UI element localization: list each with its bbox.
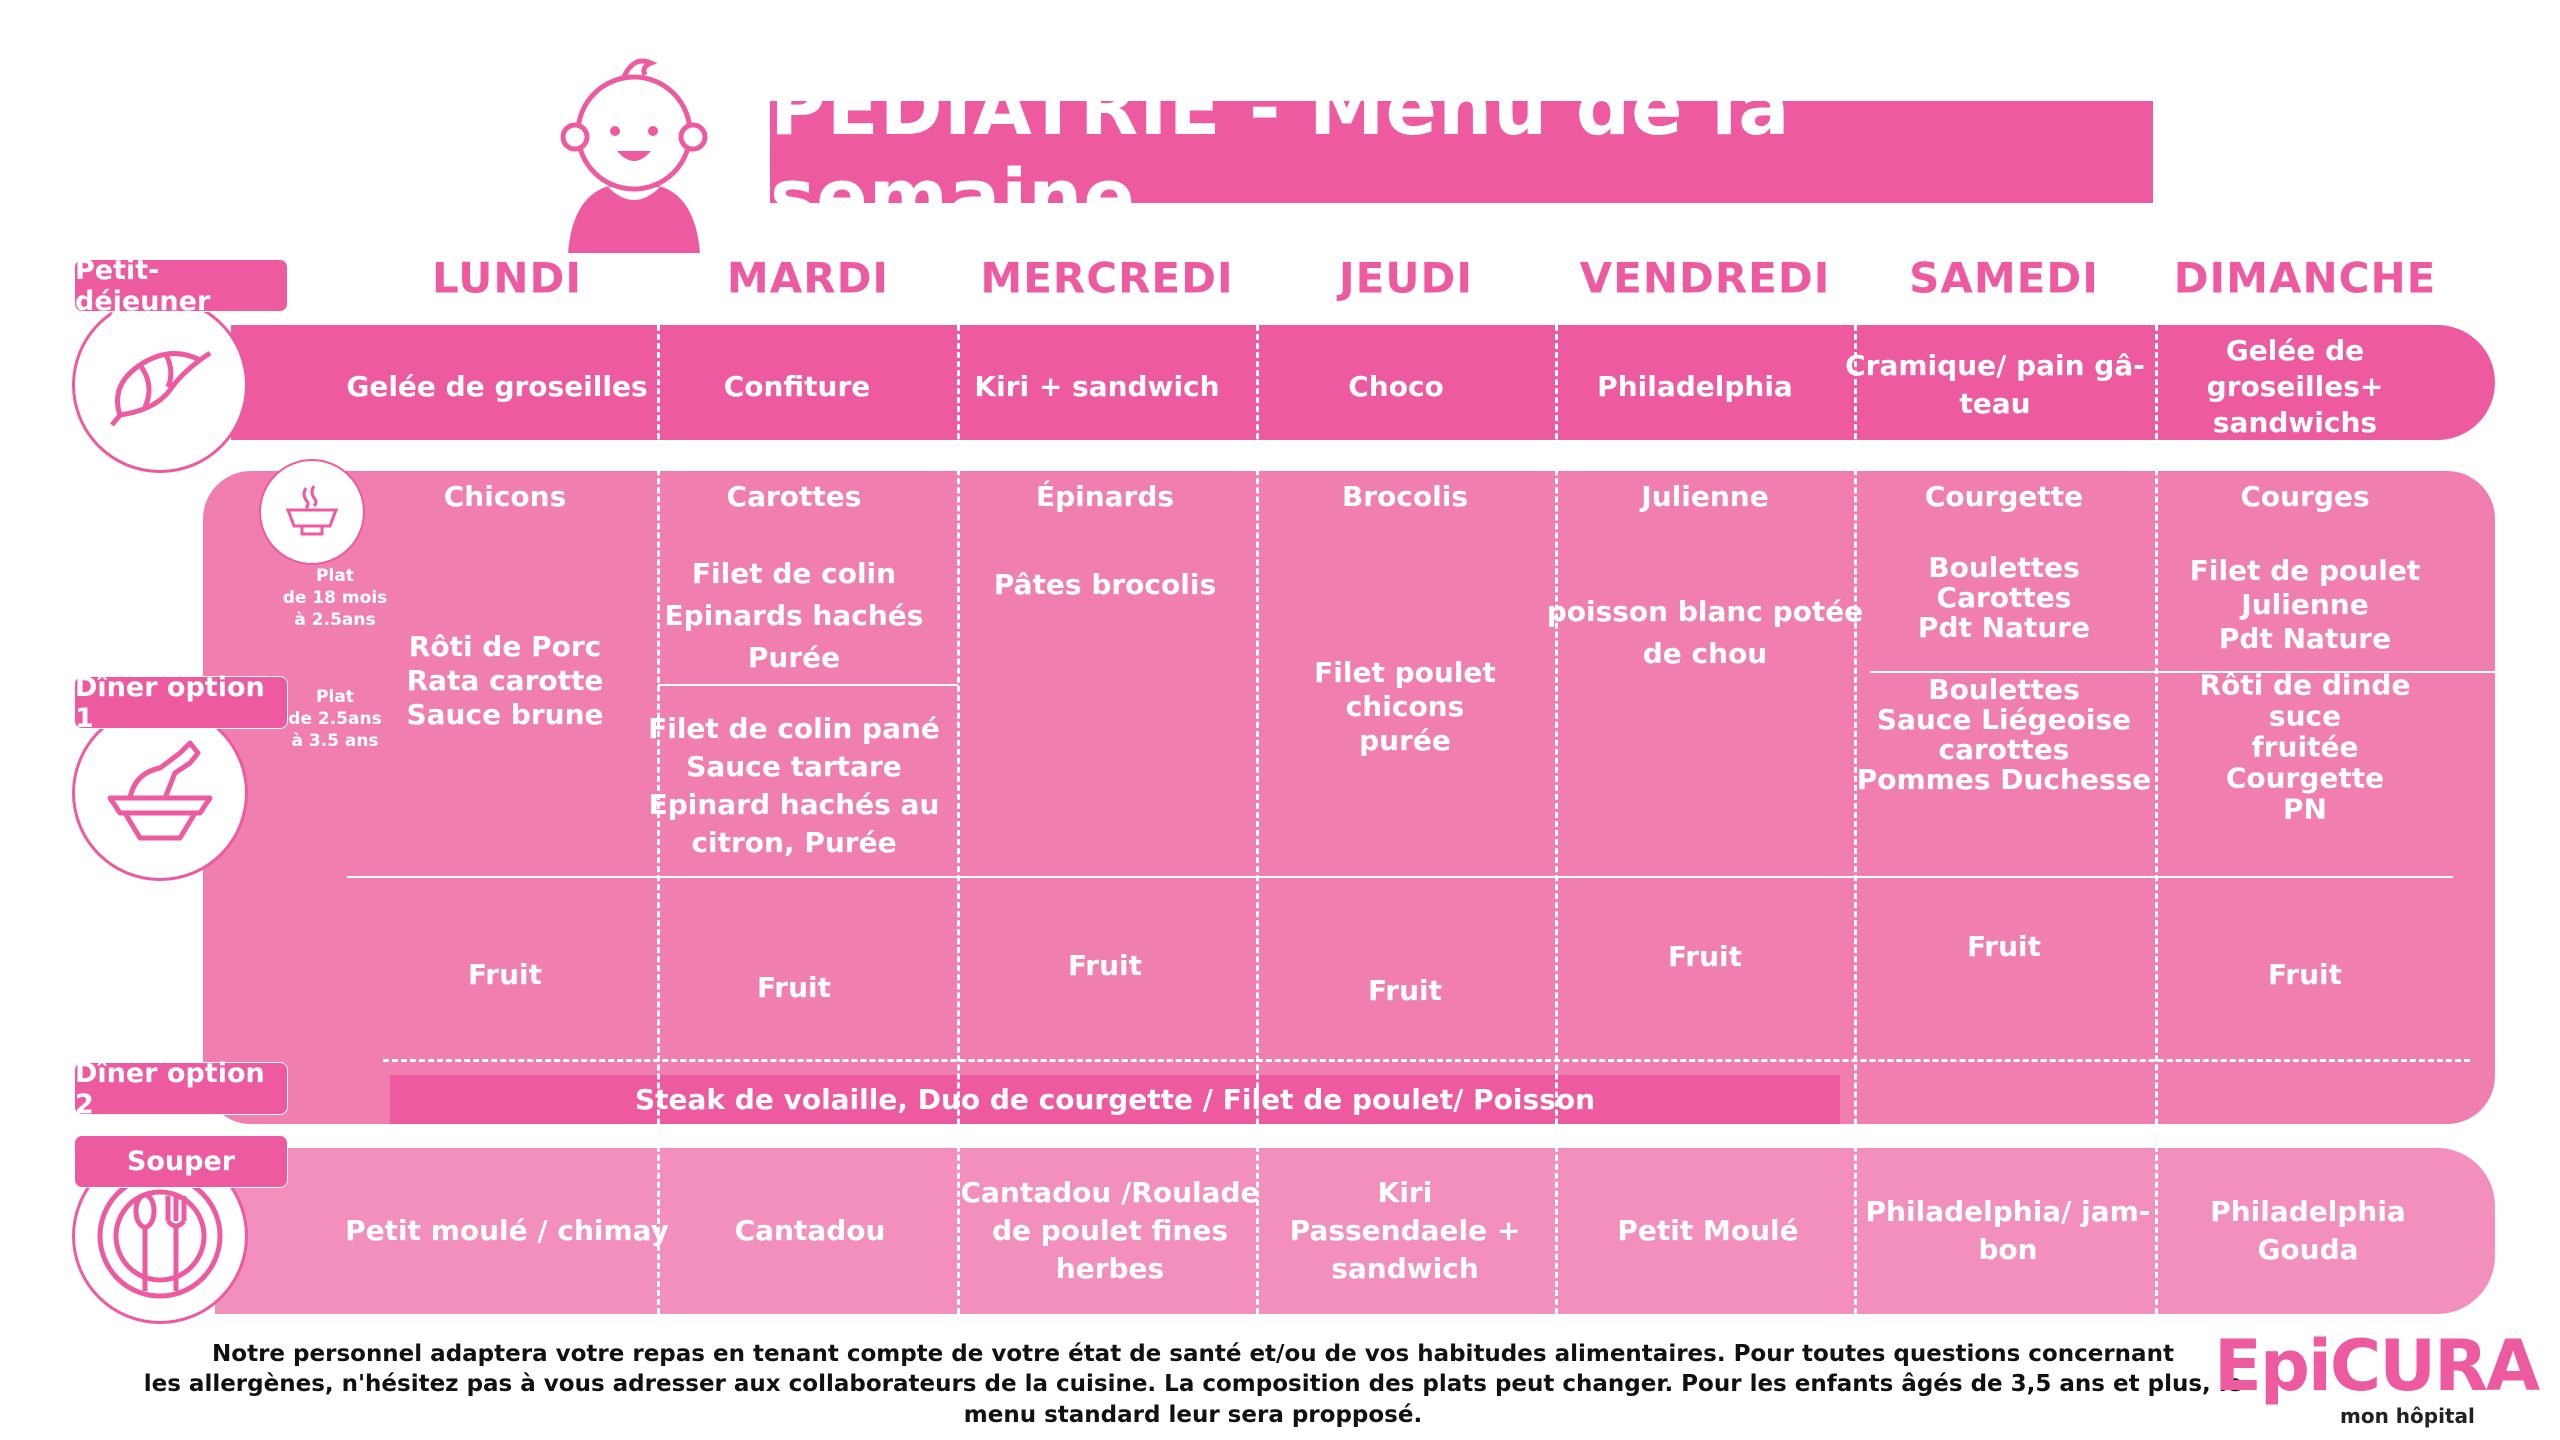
footer-line-3: menu standard leur sera propposé. (963, 1402, 1423, 1428)
main-dimanche-young: Filet de poulet Julienne Pdt Nature (2189, 554, 2421, 655)
main-mardi-young: Filet de colin Epinards hachés Purée (664, 557, 924, 674)
supper-dimanche: Philadelphia Gouda (2210, 1195, 2406, 1266)
breakfast-samedi: Cramique/ pain gâ- teau (1845, 349, 2145, 420)
dinner1-label: Dîner option 1 (74, 672, 288, 734)
dessert-vendredi: Fruit (1667, 940, 1743, 973)
day-header-samedi: SAMEDI (1909, 253, 2099, 303)
vegetable-mercredi: Épinards (1035, 480, 1175, 513)
epicura-logo: EpiCURA (2214, 1325, 2540, 1407)
weekend-age-divider (1870, 671, 2495, 673)
supper-jeudi: Kiri Passendaele + sandwich (1289, 1176, 1521, 1285)
logo-tagline: mon hôpital (2340, 1404, 2475, 1428)
breakfast-lundi: Gelée de groseilles (346, 370, 648, 403)
breakfast-band (231, 325, 2495, 440)
column-divider (657, 325, 660, 1314)
main-lundi: Rôti de Porc Rata carotte Sauce brune (406, 630, 604, 731)
supper-mercredi: Cantadou /Roulade de poulet fines herbes (960, 1176, 1260, 1285)
footer-line-1: Notre personnel adaptera votre repas en … (212, 1341, 2174, 1367)
chicken-leg-icon (72, 705, 248, 881)
column-divider (957, 325, 960, 1314)
breakfast-vendredi: Philadelphia (1597, 370, 1793, 403)
dessert-dimanche: Fruit (2267, 958, 2343, 991)
breakfast-mercredi: Kiri + sandwich (974, 370, 1220, 403)
supper-samedi: Philadelphia/ jam- bon (1865, 1195, 2151, 1266)
vegetable-mardi: Carottes (726, 480, 862, 513)
dinner2-menu: Steak de volaille, Duo de courgette / Fi… (634, 1083, 1596, 1116)
dinner-band (203, 471, 2495, 1124)
column-divider (1555, 325, 1558, 1314)
dessert-samedi: Fruit (1966, 930, 2042, 963)
breakfast-dimanche: Gelée de groseilles+ sandwichs (2206, 334, 2384, 439)
main-samedi-young: Boulettes Carottes Pdt Nature (1917, 551, 2091, 644)
age-label-young: Plat de 18 mois à 2.5ans (282, 566, 388, 630)
dinner2-label: Dîner option 2 (74, 1058, 288, 1120)
dessert-lundi: Fruit (467, 958, 543, 991)
day-header-jeudi: JEUDI (1339, 253, 1473, 303)
day-header-vendredi: VENDREDI (1579, 253, 1831, 303)
column-divider (1256, 325, 1259, 1314)
baby-icon (560, 58, 708, 253)
day-header-mercredi: MERCREDI (980, 253, 1234, 303)
vegetable-vendredi: Julienne (1641, 480, 1769, 513)
main-vendredi: poisson blanc potée de chou (1546, 595, 1864, 670)
breakfast-label: Petit-déjeuner (74, 255, 288, 317)
column-divider (1854, 325, 1857, 1314)
footer-line-2: les allergènes, n'hésitez pas à vous adr… (143, 1371, 2243, 1397)
dessert-mardi: Fruit (756, 971, 832, 1004)
supper-label: Souper (74, 1135, 288, 1188)
dinner-option-divider (383, 1059, 2470, 1062)
dinner2-band (390, 1075, 1840, 1124)
vegetable-lundi: Chicons (443, 480, 567, 513)
breakfast-mardi: Confiture (723, 370, 871, 403)
dessert-mercredi: Fruit (1067, 949, 1143, 982)
supper-lundi: Petit moulé / chimay (345, 1214, 669, 1247)
day-header-lundi: LUNDI (431, 253, 583, 303)
supper-band (215, 1148, 2495, 1314)
age-label-older: Plat de 2.5ans à 3.5 ans (288, 687, 382, 751)
column-divider (2155, 325, 2158, 1314)
dessert-divider (347, 876, 2453, 878)
breakfast-jeudi: Choco (1348, 370, 1444, 403)
supper-mardi: Cantadou (734, 1214, 886, 1247)
page-title: PÉDIATRIE - Menu de la semaine (770, 63, 2153, 241)
day-header-dimanche: DIMANCHE (2173, 253, 2437, 303)
mardi-age-divider (658, 684, 958, 686)
croissant-icon (72, 297, 248, 473)
day-header-mardi: MARDI (726, 253, 890, 303)
supper-vendredi: Petit Moulé (1617, 1214, 1799, 1247)
main-samedi-older: Boulettes Sauce Liégeoise carottes Pomme… (1856, 673, 2152, 796)
vegetable-dimanche: Courges (2240, 480, 2370, 513)
soup-bowl-icon (259, 459, 365, 565)
main-mardi-older: Filet de colin pané Sauce tartare Epinar… (648, 712, 940, 859)
main-jeudi: Filet poulet chicons purée (1314, 656, 1496, 757)
main-dimanche-older: Rôti de dinde suce fruitée Courgette PN (2199, 668, 2411, 826)
dessert-jeudi: Fruit (1367, 974, 1443, 1007)
vegetable-jeudi: Brocolis (1341, 480, 1469, 513)
main-mercredi: Pâtes brocolis (993, 568, 1217, 601)
vegetable-samedi: Courgette (1924, 480, 2084, 513)
